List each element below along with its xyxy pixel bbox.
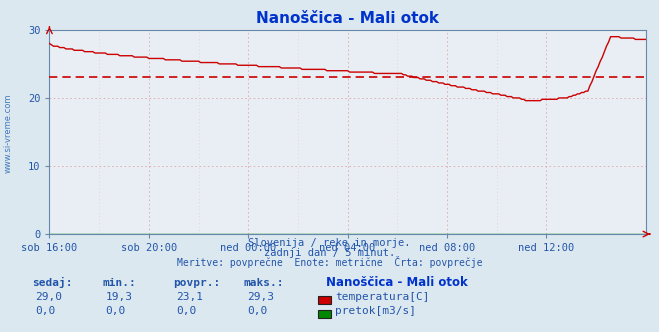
Text: 0,0: 0,0 — [105, 306, 126, 316]
Text: www.si-vreme.com: www.si-vreme.com — [4, 93, 13, 173]
Text: Meritve: povprečne  Enote: metrične  Črta: povprečje: Meritve: povprečne Enote: metrične Črta:… — [177, 256, 482, 268]
Text: Slovenija / reke in morje.: Slovenija / reke in morje. — [248, 238, 411, 248]
Text: sedaj:: sedaj: — [32, 277, 72, 288]
Text: 29,3: 29,3 — [247, 292, 274, 302]
Text: 29,0: 29,0 — [35, 292, 62, 302]
Text: pretok[m3/s]: pretok[m3/s] — [335, 306, 416, 316]
Text: 23,1: 23,1 — [177, 292, 204, 302]
Text: min.:: min.: — [102, 278, 136, 288]
Text: povpr.:: povpr.: — [173, 278, 221, 288]
Text: maks.:: maks.: — [244, 278, 284, 288]
Text: temperatura[C]: temperatura[C] — [335, 292, 429, 302]
Text: 19,3: 19,3 — [105, 292, 132, 302]
Text: 0,0: 0,0 — [35, 306, 55, 316]
Text: zadnji dan / 5 minut.: zadnji dan / 5 minut. — [264, 248, 395, 258]
Text: Nanoščica - Mali otok: Nanoščica - Mali otok — [326, 276, 468, 289]
Title: Nanoščica - Mali otok: Nanoščica - Mali otok — [256, 11, 439, 26]
Text: 0,0: 0,0 — [177, 306, 197, 316]
Text: 0,0: 0,0 — [247, 306, 268, 316]
